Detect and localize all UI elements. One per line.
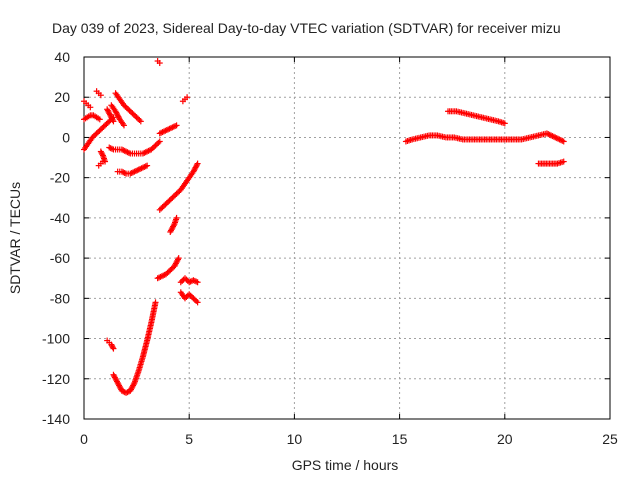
y-tick-label: 20 xyxy=(54,89,70,105)
x-tick-label: 20 xyxy=(497,431,513,447)
data-point xyxy=(193,161,200,168)
x-axis-label: GPS time / hours xyxy=(292,457,399,473)
data-point xyxy=(137,118,144,125)
data-point xyxy=(170,222,177,229)
x-tick-label: 10 xyxy=(287,431,303,447)
y-tick-label: -100 xyxy=(42,331,70,347)
data-point xyxy=(109,145,116,152)
data-point xyxy=(107,145,114,152)
y-tick-label: -20 xyxy=(50,170,70,186)
y-tick-label: 40 xyxy=(54,49,70,65)
data-point xyxy=(96,116,103,123)
data-point xyxy=(501,120,508,127)
data-point xyxy=(156,60,163,67)
x-tick-label: 25 xyxy=(602,431,618,447)
y-axis-label: SDTVAR / TECUs xyxy=(7,182,23,294)
y-tick-label: -40 xyxy=(50,210,70,226)
x-tick-label: 5 xyxy=(185,431,193,447)
data-point xyxy=(193,278,200,285)
data-point xyxy=(144,162,151,169)
y-tick-label: -60 xyxy=(50,250,70,266)
y-tick-label: -80 xyxy=(50,290,70,306)
grid-layer xyxy=(84,57,610,419)
data-point xyxy=(110,118,117,125)
data-point xyxy=(194,160,201,167)
data-point xyxy=(175,255,182,262)
data-point xyxy=(120,169,127,176)
data-point xyxy=(184,94,191,101)
y-tick-label: -120 xyxy=(42,371,70,387)
data-point xyxy=(156,138,163,145)
data-point xyxy=(87,104,94,111)
data-point xyxy=(99,158,106,165)
data-point xyxy=(191,277,198,284)
data-point xyxy=(194,299,201,306)
data-point xyxy=(109,117,116,124)
data-point xyxy=(560,138,567,145)
data-point xyxy=(110,345,117,352)
data-point xyxy=(560,158,567,165)
data-point xyxy=(99,151,106,158)
data-point xyxy=(173,214,180,221)
data-point xyxy=(173,122,180,129)
data-point xyxy=(120,122,127,129)
y-tick-label: -140 xyxy=(42,411,70,427)
y-tick-label: 0 xyxy=(62,129,70,145)
chart-title: Day 039 of 2023, Sidereal Day-to-day VTE… xyxy=(52,20,561,36)
data-points-layer xyxy=(81,58,567,396)
data-point xyxy=(97,92,104,99)
data-point xyxy=(121,169,128,176)
x-tick-label: 0 xyxy=(80,431,88,447)
tick-layer: 0 5 10 15 20 25 40 20 0 -20 -40 -60 -80 -100 -120 -140 xyxy=(42,49,618,447)
data-point xyxy=(194,279,201,286)
data-point xyxy=(174,256,181,263)
data-point xyxy=(130,381,137,388)
plot-frame xyxy=(83,56,611,420)
data-point xyxy=(109,344,116,351)
x-tick-label: 15 xyxy=(392,431,408,447)
data-point xyxy=(152,299,159,306)
